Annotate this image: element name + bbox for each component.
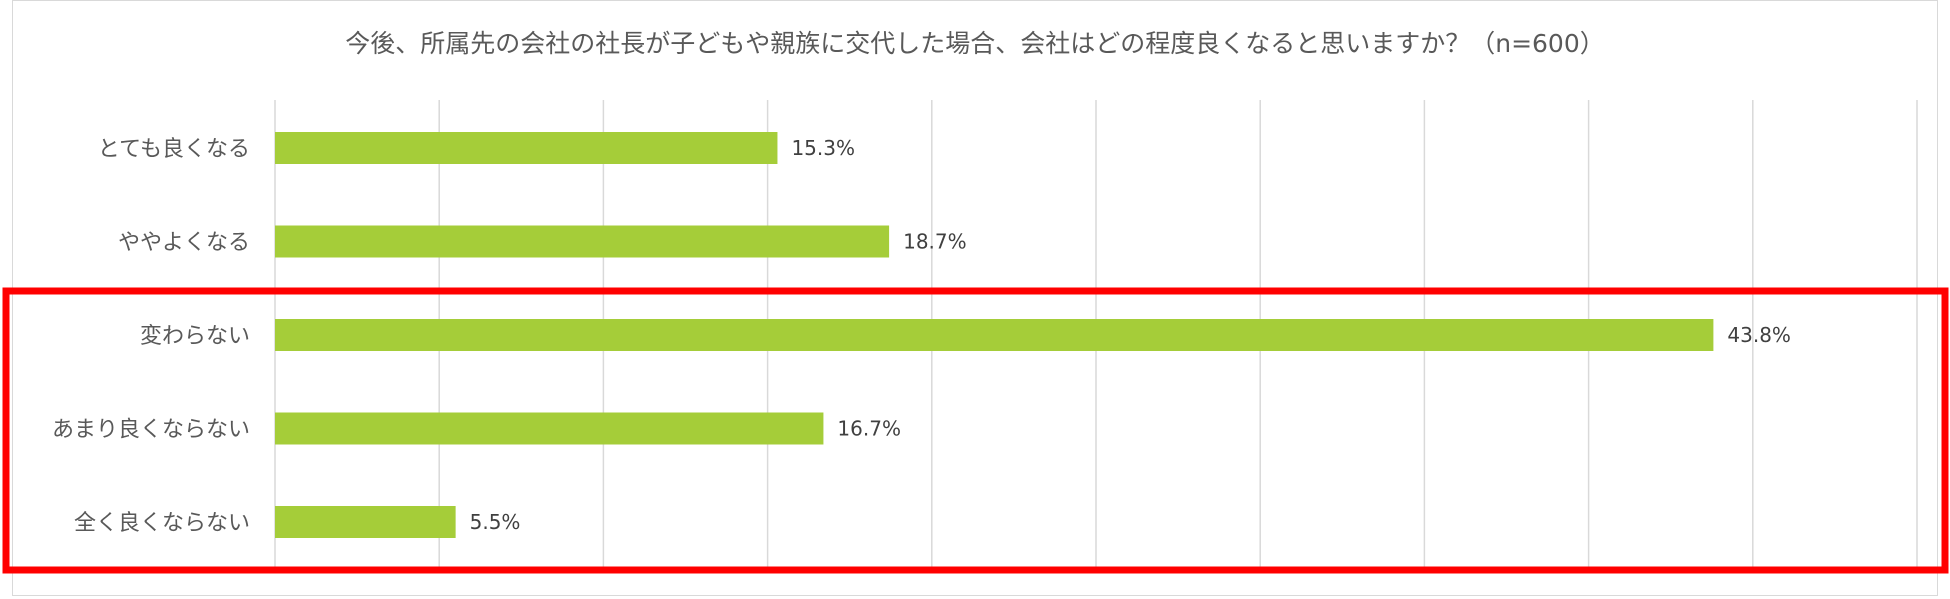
chart-frame <box>12 0 1938 596</box>
bar <box>275 412 824 445</box>
category-label: あまり良くならない <box>52 418 250 443</box>
data-label: 16.7% <box>837 417 901 441</box>
data-labels: 15.3% 18.7% 43.8% 16.7% 5.5% <box>470 136 1791 534</box>
bar <box>275 225 890 258</box>
data-label: 5.5% <box>470 510 521 534</box>
data-label: 15.3% <box>791 136 855 160</box>
highlight-box <box>2 287 1949 574</box>
bars <box>275 132 1714 538</box>
bar <box>275 319 1714 351</box>
chart-title: 今後、所属先の会社の社長が子どもや親族に交代した場合、会社はどの程度良くなると思… <box>345 29 1605 58</box>
category-label: 全く良くならない <box>74 511 250 536</box>
category-label: 変わらない <box>140 324 250 349</box>
category-label: とても良くなる <box>98 137 250 162</box>
data-label: 18.7% <box>903 230 967 254</box>
category-label: ややよくなる <box>118 231 250 256</box>
bar <box>275 132 778 164</box>
bar <box>275 506 456 538</box>
data-label: 43.8% <box>1727 323 1791 347</box>
